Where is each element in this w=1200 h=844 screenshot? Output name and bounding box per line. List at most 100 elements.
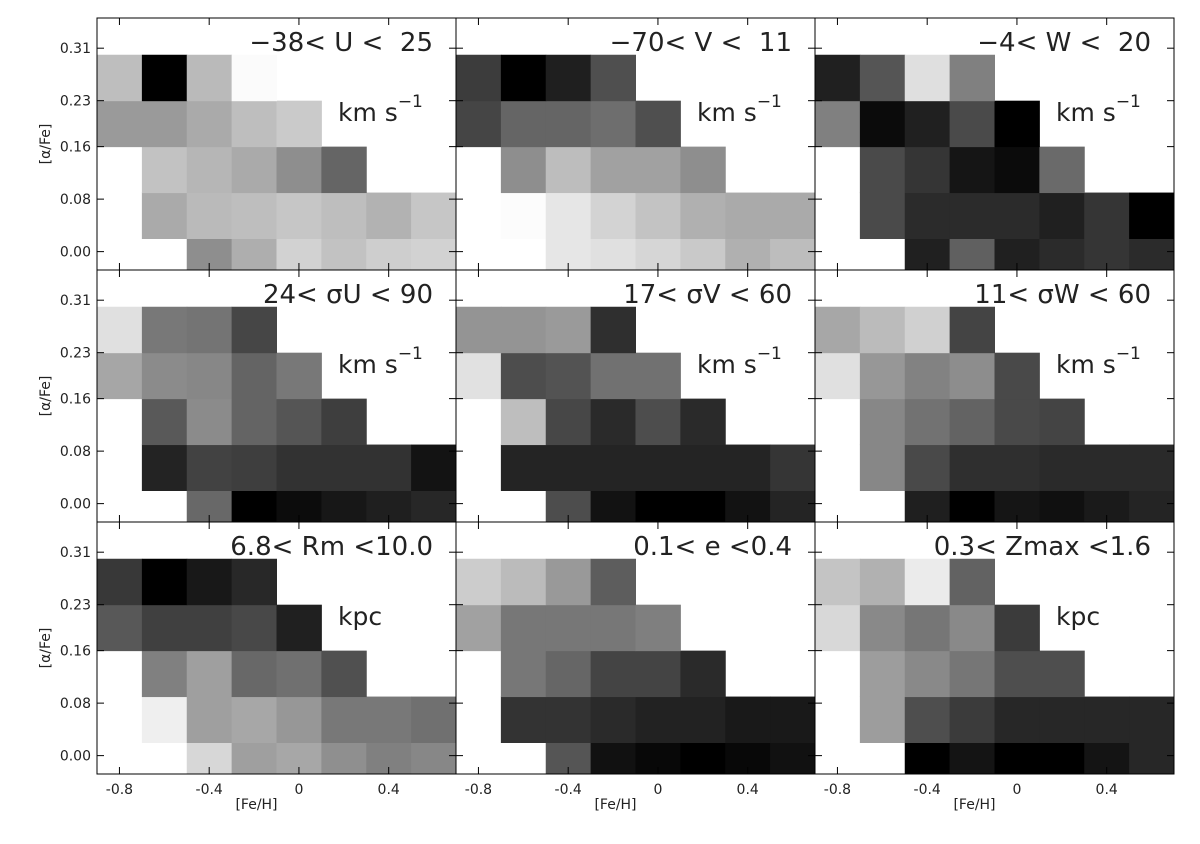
heat-cell [276, 192, 322, 239]
heat-cell [635, 192, 681, 239]
heat-cell [97, 352, 143, 400]
heat-cell [231, 398, 277, 446]
y-tick-label: 0.31 [60, 41, 91, 57]
heat-cell [949, 742, 995, 774]
heat-cell [366, 192, 412, 239]
heat-cell [770, 192, 815, 239]
heat-cell [97, 558, 143, 606]
heat-cell [949, 100, 995, 148]
heat-cell [590, 650, 636, 698]
heat-cell [231, 54, 277, 102]
heat-cell [1039, 742, 1085, 774]
heat-cell [859, 352, 906, 400]
unit-label: km s−1 [338, 344, 423, 379]
heat-cell [590, 352, 636, 400]
heat-cell [859, 146, 906, 194]
heat-cell [1129, 444, 1174, 491]
y-tick-label: 0.08 [60, 444, 91, 460]
heat-cell [904, 444, 951, 491]
heat-cell [1039, 696, 1085, 743]
heat-cell [949, 352, 995, 400]
heat-cell [590, 54, 636, 102]
heat-cell [186, 192, 233, 239]
heat-cell [545, 558, 592, 606]
heat-cell [994, 650, 1040, 698]
heat-cell [411, 490, 456, 522]
heat-cell [500, 100, 547, 148]
heat-cell [231, 490, 277, 522]
heat-cell [411, 696, 456, 743]
unit-superscript: −1 [757, 344, 782, 364]
panel-title: 24< σU < 90 [263, 280, 433, 310]
heat-cell [500, 696, 547, 743]
heat-cell [635, 696, 681, 743]
heat-cell [1039, 444, 1085, 491]
unit-text: km s [338, 350, 398, 379]
heat-cell [321, 444, 367, 491]
heat-cell [321, 192, 367, 239]
heat-cell [141, 444, 188, 491]
heat-cell [859, 604, 906, 652]
panel-title: −70< V < 11 [610, 28, 792, 58]
heat-cell [904, 352, 951, 400]
heat-cell [680, 696, 726, 743]
heat-cell [276, 604, 322, 652]
unit-superscript: −1 [1116, 92, 1141, 112]
heat-cell [321, 490, 367, 522]
x-tick-label: -0.4 [555, 782, 582, 798]
y-tick-label: 0.08 [60, 192, 91, 208]
heat-cell [141, 604, 188, 652]
heat-cell [141, 54, 188, 102]
heat-cell [366, 696, 412, 743]
heat-cell [815, 100, 861, 148]
heat-cell [141, 192, 188, 239]
panel-title: 0.1< e <0.4 [633, 532, 792, 562]
heat-cell [1084, 444, 1130, 491]
unit-text: km s [697, 98, 757, 127]
heat-cell [904, 558, 951, 606]
heat-cell [859, 100, 906, 148]
heat-cell [276, 398, 322, 446]
heat-cell [949, 558, 995, 606]
heat-cell [859, 444, 906, 491]
y-tick-label: 0.23 [60, 94, 91, 110]
heat-cell [635, 650, 681, 698]
heat-cell [859, 558, 906, 606]
unit-superscript: −1 [398, 344, 423, 364]
heat-cell [1039, 192, 1085, 239]
heat-cell [635, 604, 681, 652]
heat-cell [97, 54, 143, 102]
heat-cell [545, 54, 592, 102]
heat-cell [231, 100, 277, 148]
y-tick-label: 0.16 [60, 140, 91, 156]
heat-cell [231, 742, 277, 774]
heat-cell [411, 238, 456, 270]
heat-cell [500, 146, 547, 194]
panel [456, 270, 815, 522]
heat-cell [590, 146, 636, 194]
heat-cell [141, 146, 188, 194]
heat-cell [1084, 192, 1130, 239]
heat-cell [770, 444, 815, 491]
heat-cell [770, 742, 815, 774]
heat-cell [904, 146, 951, 194]
heat-cell [949, 490, 995, 522]
heat-cell [904, 306, 951, 354]
heat-cell [770, 696, 815, 743]
heat-cell [545, 100, 592, 148]
panel-title: 11< σW < 60 [974, 280, 1151, 310]
x-tick-label: 0.4 [378, 782, 400, 798]
y-tick-label: 0.31 [60, 545, 91, 561]
heat-cell [545, 146, 592, 194]
unit-text: km s [1056, 98, 1116, 127]
heat-cell [186, 650, 233, 698]
y-tick-label: 0.31 [60, 293, 91, 309]
heat-cell [231, 192, 277, 239]
heat-cell [859, 650, 906, 698]
heat-cell [231, 352, 277, 400]
heat-cell [949, 54, 995, 102]
unit-label: km s−1 [1056, 92, 1141, 127]
heat-cell [680, 650, 726, 698]
heat-cell [276, 146, 322, 194]
heat-cell [590, 398, 636, 446]
